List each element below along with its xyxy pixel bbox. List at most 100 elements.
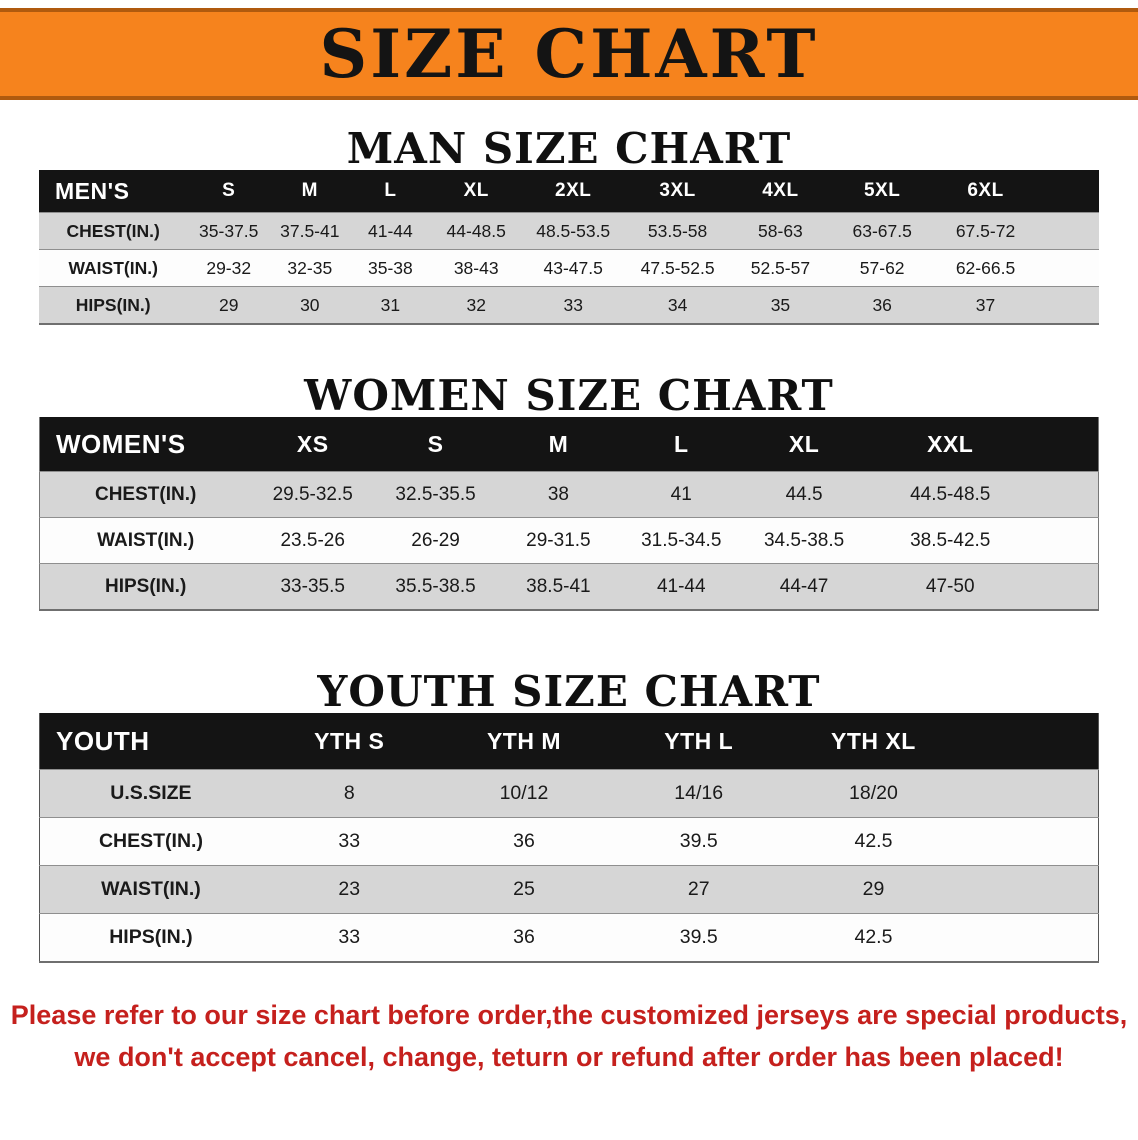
filler-cell	[960, 913, 1099, 962]
table-cell: 41-44	[619, 563, 743, 610]
table-cell: 41	[619, 471, 743, 518]
table-cell: 44.5-48.5	[865, 471, 1035, 518]
table-cell: 42.5	[786, 913, 961, 962]
table-cell: 33-35.5	[251, 563, 375, 610]
table-cell: 44-48.5	[431, 212, 522, 250]
row-label-cell: WAIST(IN.)	[39, 249, 188, 287]
table-cell: 27	[611, 865, 787, 914]
table-cell: 47-50	[865, 563, 1035, 610]
table-cell: 38.5-42.5	[865, 517, 1035, 564]
table-cell: 63-67.5	[830, 212, 934, 250]
table-row: CHEST(IN.) 33 36 39.5 42.5	[39, 817, 1099, 866]
table-header-cell: YTH M	[436, 713, 612, 770]
table-cell: 38-43	[431, 249, 522, 287]
youth-section-heading: YOUTH SIZE CHART	[317, 667, 821, 716]
table-cell: 35.5-38.5	[374, 563, 497, 610]
table-cell: 29	[786, 865, 961, 914]
table-cell: 32-35	[270, 249, 350, 287]
table-cell: 42.5	[786, 817, 961, 866]
women-header-row: WOMEN'S XS S M L XL XXL	[39, 417, 1099, 472]
women-section-heading: WOMEN SIZE CHART	[304, 371, 834, 420]
table-cell: 29-31.5	[496, 517, 620, 564]
table-header-cell: XL	[742, 417, 866, 472]
table-cell: 37.5-41	[270, 212, 350, 250]
table-cell: 34	[625, 286, 731, 324]
table-cell: 29-32	[187, 249, 271, 287]
table-cell: 33	[261, 913, 437, 962]
table-cell: 47.5-52.5	[625, 249, 731, 287]
table-cell: 34.5-38.5	[742, 517, 866, 564]
table-row: HIPS(IN.) 33-35.5 35.5-38.5 38.5-41 41-4…	[39, 563, 1099, 610]
table-cell: 44-47	[742, 563, 866, 610]
table-cell: 18/20	[786, 769, 961, 818]
table-cell: 8	[261, 769, 437, 818]
table-row: WAIST(IN.) 23 25 27 29	[39, 865, 1099, 914]
row-label-cell: HIPS(IN.)	[39, 563, 252, 610]
table-header-cell: XS	[251, 417, 375, 472]
table-cell: 10/12	[436, 769, 612, 818]
table-cell: 58-63	[730, 212, 831, 250]
table-cell: 33	[521, 286, 626, 324]
women-size-table: WOMEN'S XS S M L XL XXL CHEST(IN.) 29.5-…	[39, 417, 1099, 611]
filler-cell	[960, 769, 1099, 818]
filler-cell	[1037, 170, 1099, 213]
table-header-cell: MEN'S	[39, 170, 188, 213]
table-cell: 25	[436, 865, 612, 914]
table-header-cell: YOUTH	[39, 713, 262, 770]
row-label-cell: CHEST(IN.)	[39, 471, 252, 518]
disclaimer-line-1: Please refer to our size chart before or…	[10, 1000, 1128, 1030]
table-row: HIPS(IN.) 29 30 31 32 33 34 35 36 37	[39, 286, 1099, 324]
row-label-cell: WAIST(IN.)	[39, 517, 252, 564]
table-cell: 31	[349, 286, 432, 324]
table-header-cell: 4XL	[730, 170, 831, 213]
filler-cell	[1034, 517, 1099, 564]
row-label-cell: HIPS(IN.)	[39, 286, 188, 324]
table-cell: 36	[830, 286, 934, 324]
table-cell: 36	[436, 913, 612, 962]
disclaimer-line-2: we don't accept cancel, change, teturn o…	[74, 1041, 1064, 1072]
table-cell: 32.5-35.5	[374, 471, 497, 518]
table-row: HIPS(IN.) 33 36 39.5 42.5	[39, 913, 1099, 962]
men-size-table: MEN'S S M L XL 2XL 3XL 4XL 5XL 6XL CHEST…	[39, 170, 1099, 325]
men-section-heading: MAN SIZE CHART	[346, 124, 792, 173]
table-cell: 43-47.5	[521, 249, 626, 287]
table-cell: 35-37.5	[187, 212, 271, 250]
table-row: WAIST(IN.) 29-32 32-35 35-38 38-43 43-47…	[39, 249, 1099, 287]
table-cell: 39.5	[611, 913, 787, 962]
table-cell: 31.5-34.5	[619, 517, 743, 564]
table-cell: 37	[933, 286, 1038, 324]
filler-cell	[960, 817, 1099, 866]
youth-header-row: YOUTH YTH S YTH M YTH L YTH XL	[39, 713, 1099, 770]
table-cell: 48.5-53.5	[521, 212, 626, 250]
row-label-cell: CHEST(IN.)	[39, 212, 188, 250]
table-cell: 23	[261, 865, 437, 914]
filler-cell	[1034, 471, 1099, 518]
table-cell: 36	[436, 817, 612, 866]
men-header-row: MEN'S S M L XL 2XL 3XL 4XL 5XL 6XL	[39, 170, 1099, 213]
table-cell: 29.5-32.5	[251, 471, 375, 518]
table-cell: 44.5	[742, 471, 866, 518]
table-header-cell: YTH S	[261, 713, 437, 770]
table-cell: 41-44	[349, 212, 432, 250]
row-label-cell: U.S.SIZE	[39, 769, 262, 818]
table-header-cell: 6XL	[933, 170, 1038, 213]
youth-size-table: YOUTH YTH S YTH M YTH L YTH XL U.S.SIZE …	[39, 713, 1099, 963]
filler-cell	[960, 865, 1099, 914]
table-cell: 39.5	[611, 817, 787, 866]
table-cell: 67.5-72	[933, 212, 1038, 250]
filler-cell	[1034, 417, 1099, 472]
table-cell: 14/16	[611, 769, 787, 818]
table-header-cell: WOMEN'S	[39, 417, 252, 472]
table-row: CHEST(IN.) 35-37.5 37.5-41 41-44 44-48.5…	[39, 212, 1099, 250]
table-cell: 32	[431, 286, 522, 324]
table-cell: 23.5-26	[251, 517, 375, 564]
row-label-cell: WAIST(IN.)	[39, 865, 262, 914]
size-chart-banner: SIZE CHART	[0, 8, 1138, 100]
table-row: WAIST(IN.) 23.5-26 26-29 29-31.5 31.5-34…	[39, 517, 1099, 564]
table-cell: 53.5-58	[625, 212, 731, 250]
table-cell: 26-29	[374, 517, 497, 564]
table-header-cell: L	[349, 170, 432, 213]
table-header-cell: S	[187, 170, 271, 213]
filler-cell	[960, 713, 1099, 770]
table-cell: 35	[730, 286, 831, 324]
